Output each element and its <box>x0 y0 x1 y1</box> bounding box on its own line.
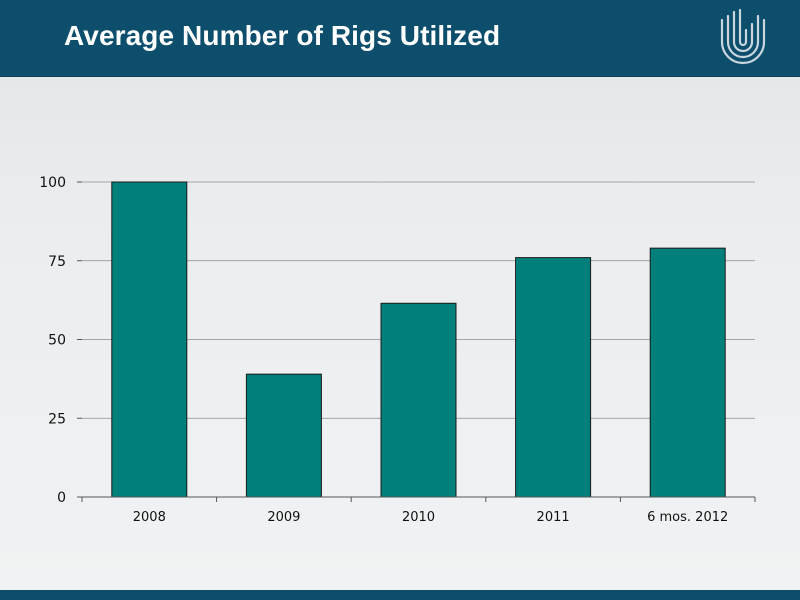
bar <box>380 302 457 498</box>
bar <box>515 257 592 498</box>
footer-bar <box>0 590 800 600</box>
y-tick-label: 100 <box>39 175 66 191</box>
x-tick-label: 2009 <box>267 510 300 525</box>
x-tick-label: 2011 <box>537 510 570 525</box>
y-tick-label: 0 <box>57 490 66 506</box>
y-tick-label: 50 <box>48 333 66 349</box>
x-tick-label: 2008 <box>133 510 166 525</box>
page-title: Average Number of Rigs Utilized <box>64 20 501 51</box>
y-tick-label: 25 <box>48 411 66 427</box>
bar <box>111 181 188 498</box>
bar <box>245 373 322 498</box>
y-tick-label: 75 <box>48 254 66 270</box>
x-tick-label: 6 mos. 2012 <box>647 510 728 525</box>
bar <box>649 247 726 498</box>
company-logo-icon <box>720 8 766 65</box>
x-tick-label: 2010 <box>402 510 435 525</box>
header-bar: Average Number of Rigs Utilized <box>0 0 800 77</box>
